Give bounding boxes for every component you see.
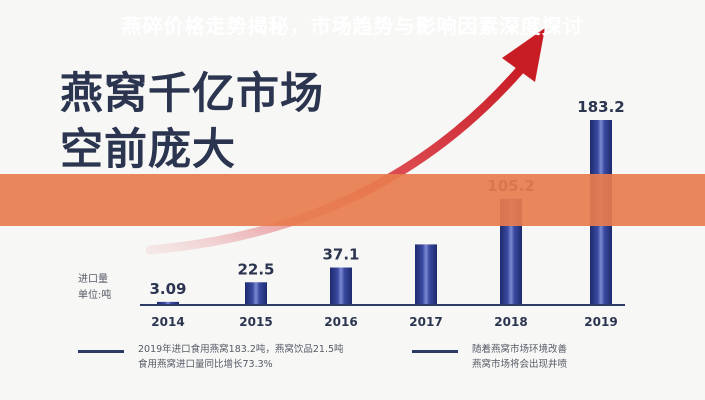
footnote-right: 随着燕窝市场环境改善 燕窝市场将会出现井喷: [472, 342, 672, 372]
footnote-left-line-2: 食用燕窝进口量同比增长73.3%: [138, 359, 273, 370]
bar-2016: [330, 267, 352, 305]
x-tick-2016: 2016: [324, 315, 357, 329]
footnote-left-line-1: 2019年进口食用燕窝183.2吨，燕窝饮品21.5吨: [138, 344, 344, 355]
bar-2015: [245, 282, 267, 305]
bar-2014: [157, 301, 179, 305]
x-tick-2014: 2014: [151, 315, 184, 329]
x-tick-2015: 2015: [239, 315, 272, 329]
units-label: 进口量: [78, 274, 108, 285]
trend-arrow-head: [502, 28, 545, 82]
data-label-2014: 3.09: [149, 280, 186, 298]
banner-title: 燕碎价格走势揭秘，市场趋势与影响因素深度探讨: [121, 14, 584, 38]
units-value: 单位:吨: [78, 290, 112, 301]
x-tick-2018: 2018: [494, 315, 527, 329]
footer-divider-left: [78, 350, 124, 353]
footer-divider-right: [412, 350, 458, 353]
data-label-2019: 183.2: [577, 98, 624, 116]
headline-line-1: 燕窝千亿市场: [60, 69, 324, 119]
data-label-2016: 37.1: [322, 246, 359, 264]
footnote-right-line-2: 燕窝市场将会出现井喷: [472, 359, 568, 370]
footnote-left: 2019年进口食用燕窝183.2吨，燕窝饮品21.5吨 食用燕窝进口量同比增长7…: [138, 342, 378, 372]
data-label-2015: 22.5: [237, 260, 274, 278]
title-banner: [0, 174, 705, 226]
footnote-right-line-1: 随着燕窝市场环境改善: [472, 344, 568, 355]
y-units: 进口量 单位:吨: [78, 272, 111, 304]
page-headline: 燕窝千亿市场 空前庞大: [60, 66, 324, 178]
x-tick-2019: 2019: [584, 315, 617, 329]
headline-line-2: 空前庞大: [60, 125, 236, 175]
x-tick-2017: 2017: [409, 315, 442, 329]
bar-2017: [415, 244, 437, 305]
